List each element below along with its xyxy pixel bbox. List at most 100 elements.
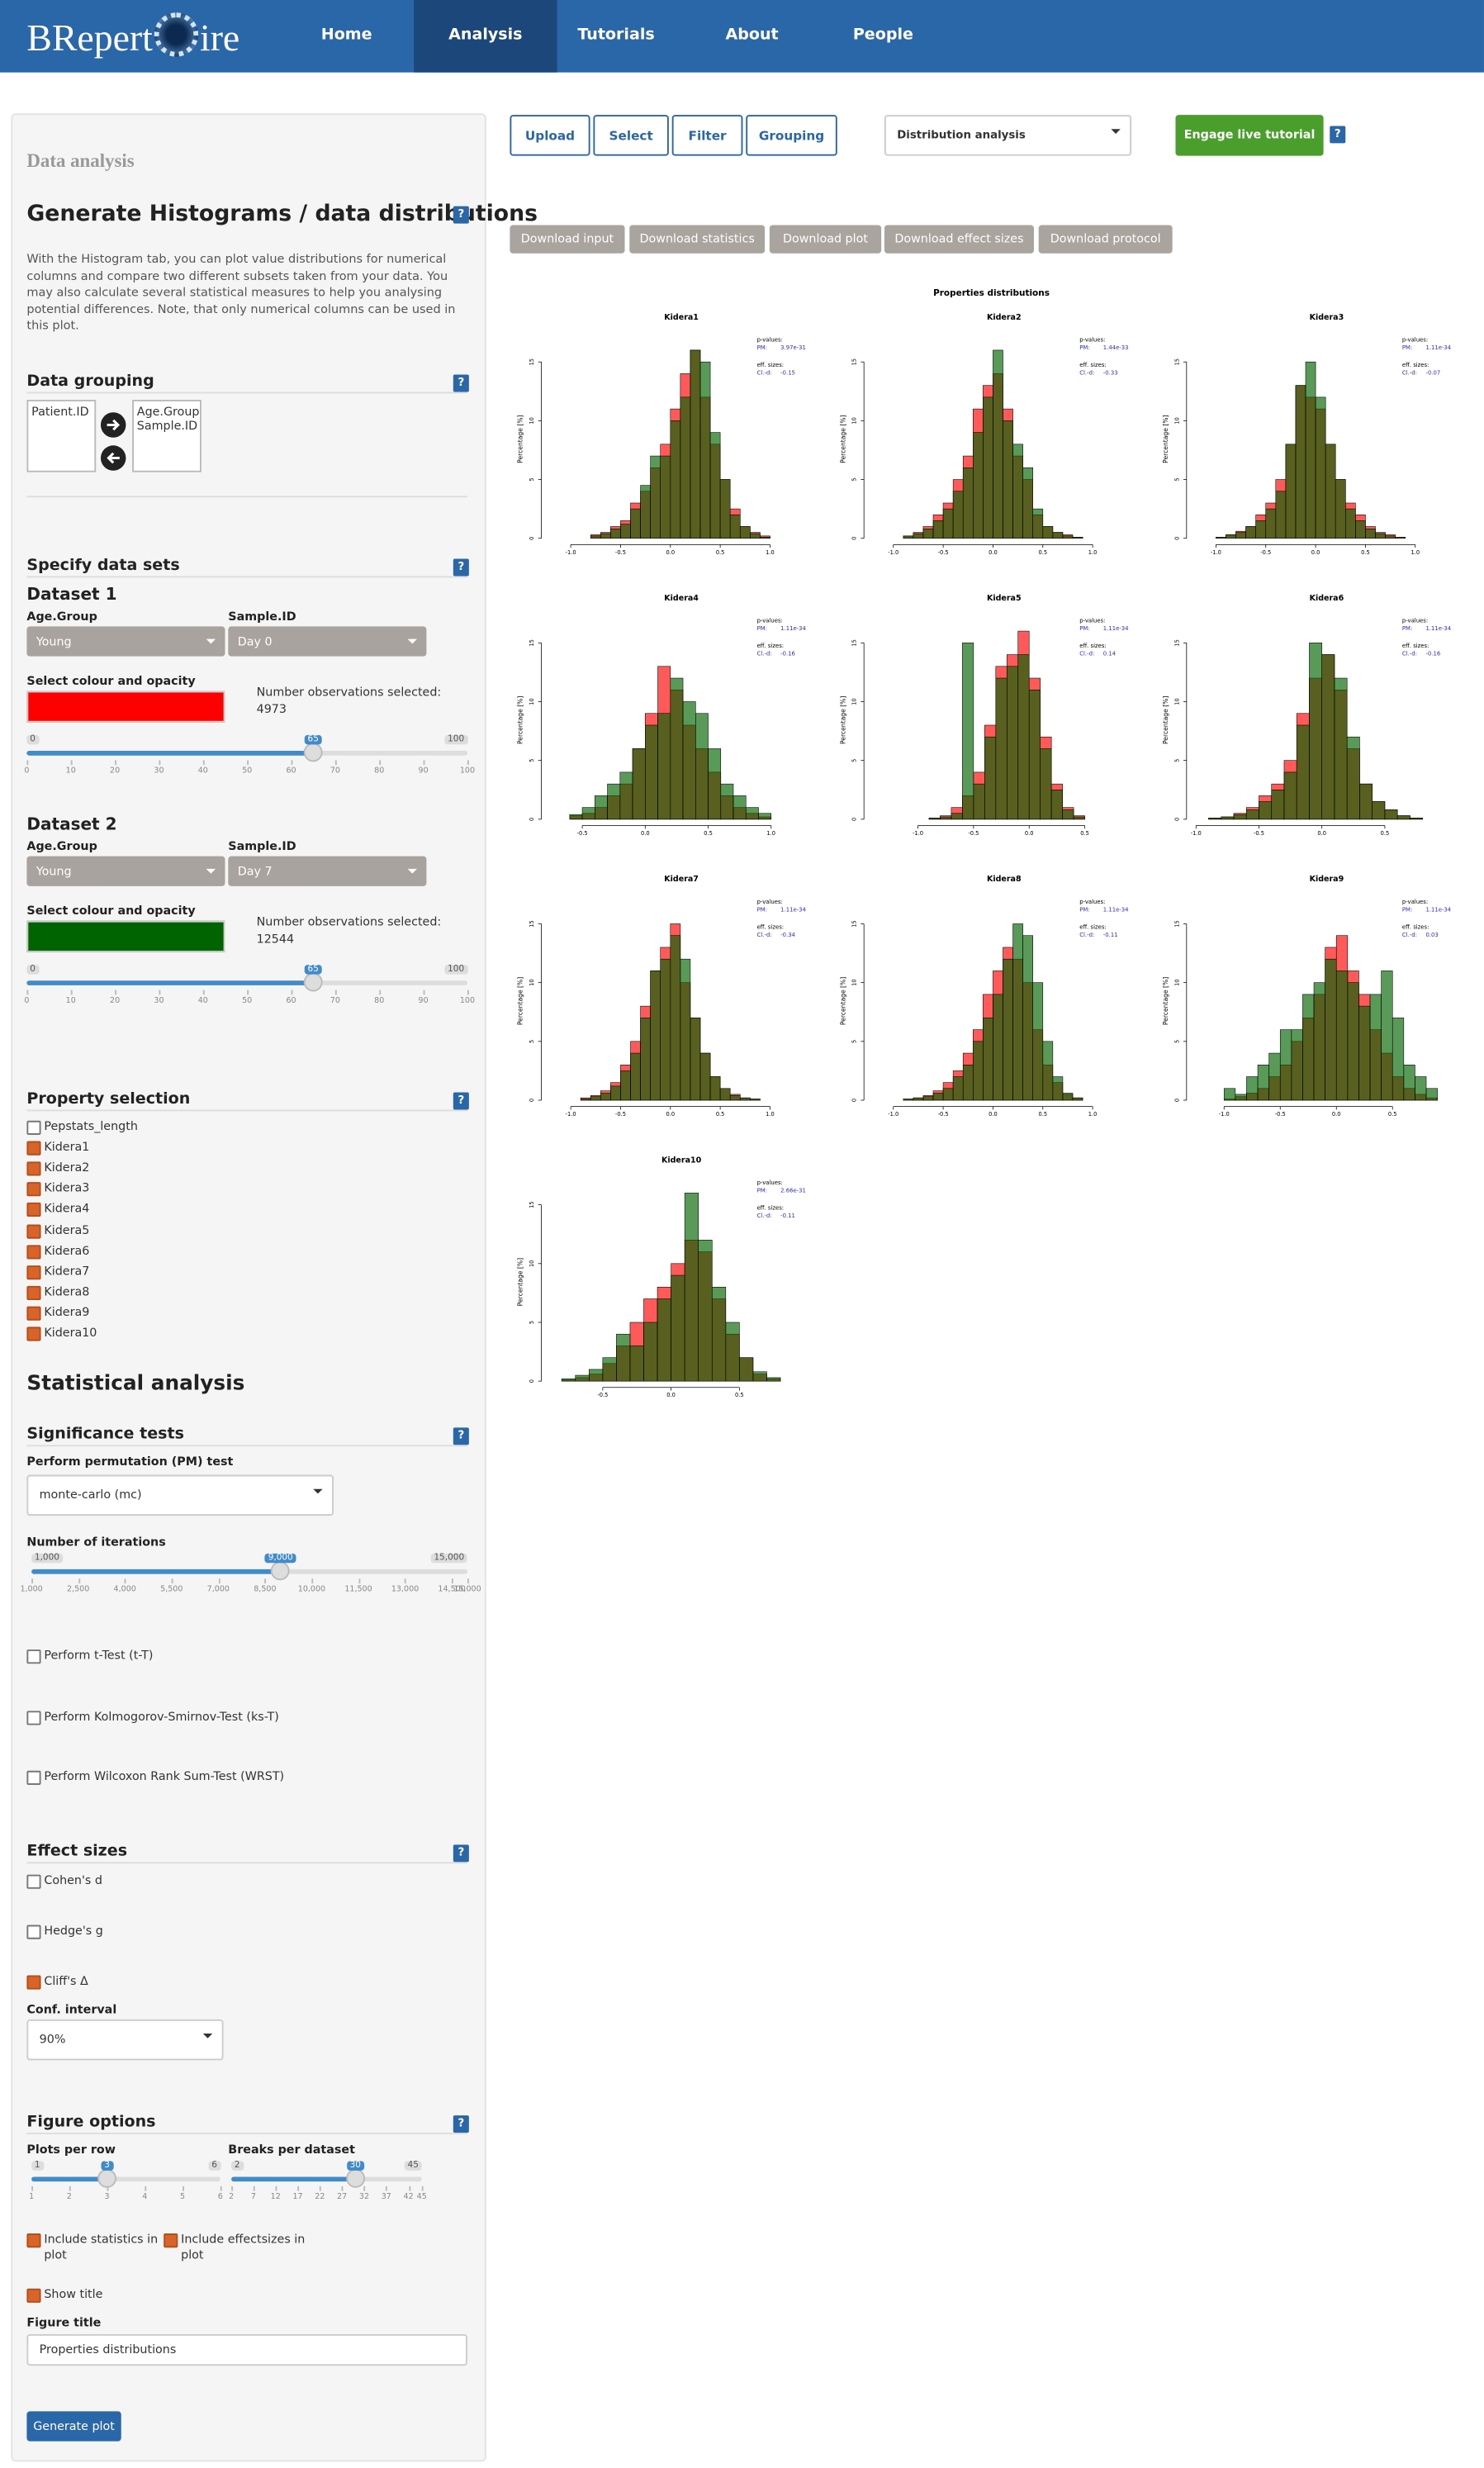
checkbox[interactable] <box>26 1223 41 1238</box>
histogram-bar <box>984 736 997 820</box>
slider-handle[interactable] <box>345 2168 365 2188</box>
help-button[interactable]: ? <box>1330 126 1346 144</box>
download-button[interactable]: Download effect sizes <box>884 225 1034 254</box>
y-tick-label: 10 <box>1173 979 1180 985</box>
help-button[interactable]: ? <box>453 206 469 224</box>
plot-title: Kidera10 <box>661 1156 702 1165</box>
download-button[interactable]: Download protocol <box>1038 225 1173 254</box>
slider-tick-label: 4 <box>142 2192 148 2202</box>
histogram-bar <box>1279 1029 1292 1101</box>
checkbox[interactable] <box>26 1649 41 1664</box>
list-item[interactable]: Patient.ID <box>31 404 89 419</box>
help-button[interactable]: ? <box>453 558 469 577</box>
histogram-bar <box>1062 809 1074 820</box>
checkbox[interactable] <box>26 1141 41 1156</box>
list-item[interactable]: Sample.ID <box>136 418 198 434</box>
histogram-bar <box>962 467 974 539</box>
help-button[interactable]: ? <box>453 1844 469 1863</box>
colour-swatch[interactable] <box>26 691 225 723</box>
significance-title: Significance tests <box>26 1426 184 1444</box>
analysis-select[interactable]: Distribution analysis <box>884 115 1132 156</box>
colour-swatch[interactable] <box>26 920 225 952</box>
stats-label: PM: <box>757 625 767 632</box>
checkbox[interactable] <box>26 2288 41 2303</box>
checkbox[interactable] <box>164 2233 178 2248</box>
tab-button[interactable]: Upload <box>510 115 590 156</box>
checkbox[interactable] <box>26 1975 41 1990</box>
ci-select[interactable]: 90% <box>26 2019 224 2061</box>
checkbox[interactable] <box>26 1306 41 1321</box>
histogram-bar <box>600 533 611 539</box>
tab-button[interactable]: Grouping <box>746 115 837 156</box>
slider-max: 15,000 <box>430 1553 467 1564</box>
slider-tick-label: 40 <box>197 767 208 776</box>
histogram-bar <box>660 958 671 1101</box>
y-tick-label: 0 <box>1173 818 1180 821</box>
x-tick-label: -0.5 <box>615 1111 626 1118</box>
slider-handle[interactable] <box>303 743 323 762</box>
cld-value: -0.34 <box>780 932 795 938</box>
download-button[interactable]: Download statistics <box>629 225 766 254</box>
checkbox[interactable] <box>26 1327 41 1341</box>
nav-item[interactable]: Analysis <box>414 0 557 73</box>
nav-item[interactable]: About <box>725 26 779 45</box>
slider-tick <box>220 2186 222 2191</box>
checkbox[interactable] <box>26 1203 41 1217</box>
nav-item[interactable]: Home <box>320 26 372 45</box>
generate-button[interactable]: Generate plot <box>26 2411 121 2442</box>
slider-handle[interactable] <box>303 972 323 992</box>
histogram-bar <box>729 514 741 539</box>
available-list[interactable]: Patient.ID <box>26 400 97 472</box>
y-tick-label: 0 <box>1173 537 1180 540</box>
checkbox[interactable] <box>26 1770 41 1785</box>
histogram-bar <box>1321 654 1335 820</box>
move-left-button[interactable] <box>100 445 126 471</box>
tutorial-button[interactable]: Engage live tutorial <box>1175 115 1324 156</box>
nav-item[interactable]: People <box>852 26 913 45</box>
pm-select[interactable]: monte-carlo (mc) <box>26 1474 334 1516</box>
help-button[interactable]: ? <box>453 374 469 392</box>
download-button[interactable]: Download input <box>510 225 625 254</box>
group-select[interactable]: Young <box>26 626 225 657</box>
slider-handle[interactable] <box>97 2168 117 2188</box>
y-tick-label: 0 <box>851 818 858 821</box>
move-right-button[interactable] <box>100 412 126 438</box>
slider-min: 1,000 <box>31 1553 63 1564</box>
slider-tick <box>264 1578 267 1584</box>
checkbox[interactable] <box>26 1874 41 1889</box>
slider-tick <box>26 760 29 766</box>
x-tick-label: -1.0 <box>888 549 898 556</box>
help-button[interactable]: ? <box>453 2115 469 2133</box>
x-tick-label: -1.0 <box>566 1111 576 1118</box>
figure-title-label: Figure title <box>26 2315 102 2330</box>
checkbox-label: Include effectsizes in plot <box>181 2232 306 2262</box>
checkbox[interactable] <box>26 1285 41 1300</box>
checkbox[interactable] <box>26 1711 41 1725</box>
histogram-bar <box>1335 479 1346 539</box>
figure-title-input[interactable]: Properties distributions <box>26 2334 467 2366</box>
help-button[interactable]: ? <box>453 1092 469 1110</box>
sample-select[interactable]: Day 0 <box>228 626 427 657</box>
histogram-bar <box>719 1088 731 1101</box>
checkbox[interactable] <box>26 2233 41 2248</box>
histogram-bar <box>750 1099 761 1101</box>
selected-list[interactable]: Age.Group Sample.ID <box>132 400 202 472</box>
checkbox[interactable] <box>26 1265 41 1279</box>
tab-button[interactable]: Filter <box>671 115 743 156</box>
download-button[interactable]: Download plot <box>769 225 882 254</box>
checkbox[interactable] <box>26 1244 41 1259</box>
list-item[interactable]: Age.Group <box>136 404 200 419</box>
help-button[interactable]: ? <box>453 1427 469 1445</box>
group-select[interactable]: Young <box>26 856 225 886</box>
tab-button[interactable]: Select <box>593 115 669 156</box>
brand[interactable]: BRepert ire <box>26 12 239 61</box>
checkbox[interactable] <box>26 1182 41 1197</box>
checkbox[interactable] <box>26 1925 41 1939</box>
slider-track[interactable] <box>31 2176 220 2182</box>
checkbox[interactable] <box>26 1120 41 1135</box>
checkbox[interactable] <box>26 1161 41 1176</box>
sample-select[interactable]: Day 7 <box>228 856 427 886</box>
slider-tick-label: 90 <box>418 996 429 1006</box>
slider-tick-label: 30 <box>154 767 164 776</box>
nav-item[interactable]: Tutorials <box>577 26 655 45</box>
